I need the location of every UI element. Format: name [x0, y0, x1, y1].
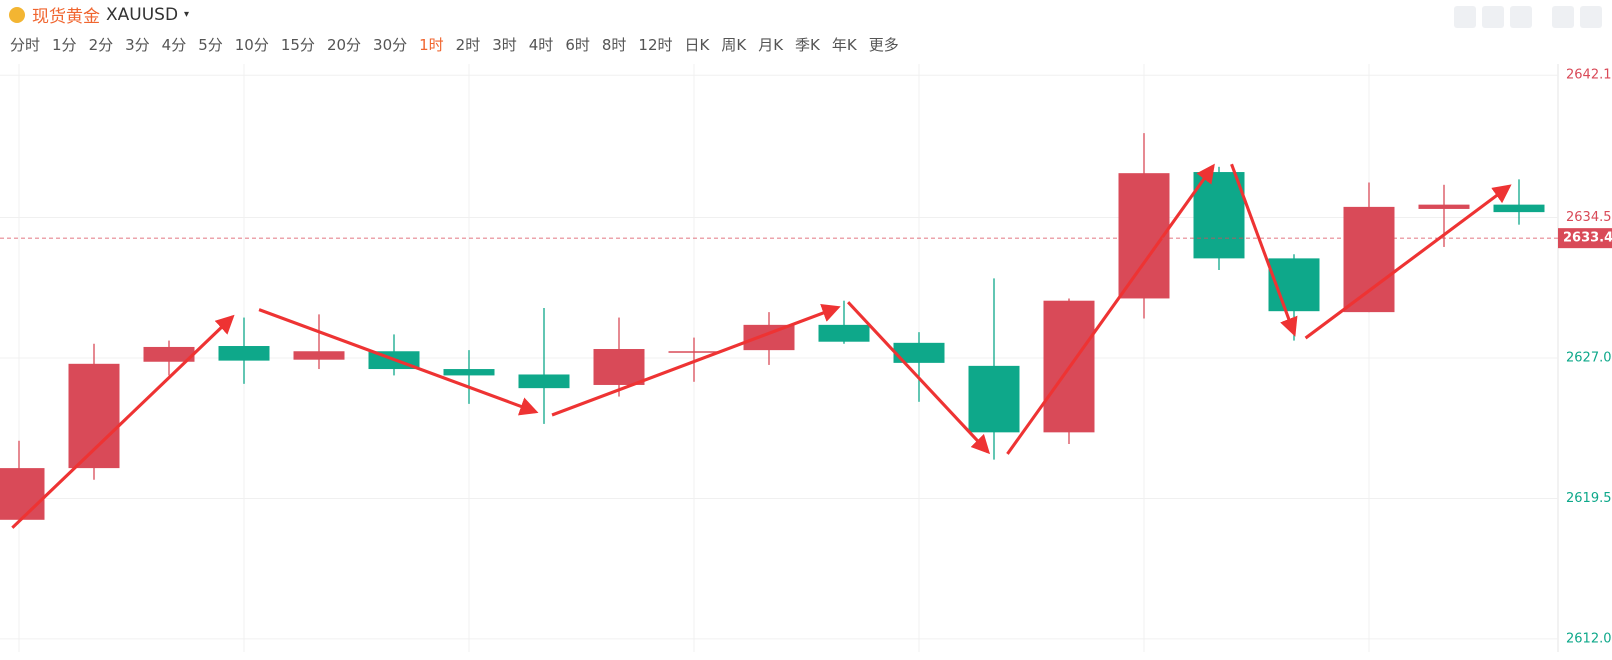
symbol[interactable]: XAUUSD — [106, 4, 179, 25]
timeframe[interactable]: 4分 — [161, 36, 187, 54]
tools — [1454, 6, 1602, 28]
timeframe[interactable]: 10分 — [234, 36, 269, 54]
header: 现货黄金 XAUUSD ▾ — [8, 2, 189, 27]
candle-body — [668, 351, 720, 353]
timeframe[interactable]: 更多 — [868, 36, 899, 54]
y-tick-label: 2612.0 — [1566, 631, 1612, 646]
timeframe[interactable]: 3分 — [125, 36, 150, 54]
candle-body — [893, 342, 945, 363]
timeframe[interactable]: 1分 — [52, 36, 77, 54]
candle-body — [218, 346, 270, 361]
title: 现货黄金 — [32, 7, 100, 27]
y-tick-label: 2619.5 — [1566, 491, 1612, 506]
candle-body — [1418, 204, 1470, 209]
timeframe[interactable]: 2时 — [455, 36, 481, 54]
candle-body — [143, 346, 195, 362]
tool[interactable] — [1580, 6, 1602, 28]
candle-body — [518, 374, 570, 389]
candle-body — [68, 363, 120, 469]
candle-body — [743, 324, 795, 351]
candle-body — [1193, 172, 1245, 259]
timeframe[interactable]: 月K — [758, 36, 784, 54]
candle-body — [443, 369, 495, 376]
tool[interactable] — [1552, 6, 1574, 28]
timeframe[interactable]: 1时 — [419, 36, 444, 54]
timeframe[interactable]: 周K — [721, 36, 747, 54]
timeframe[interactable]: 分时 — [10, 36, 41, 54]
y-tick-label: 2634.5 — [1566, 210, 1612, 225]
candle-body — [1343, 206, 1395, 313]
y-tick-label: 2642.1 — [1566, 68, 1612, 83]
timeframe[interactable]: 5分 — [198, 36, 223, 54]
timeframe-bar: 分时 1分 2分 3分 4分 5分 10分 15分 20分 30分 1时 2时 3时 4时 6时 8时 12时日… — [10, 34, 899, 55]
timeframe[interactable]: 20分 — [326, 36, 362, 54]
candle-body — [818, 324, 870, 342]
tool[interactable] — [1482, 6, 1504, 28]
y-tick-label: 2627.0 — [1566, 351, 1612, 366]
timeframe[interactable]: 30分 — [373, 36, 408, 54]
timeframe[interactable]: 年K — [831, 36, 857, 54]
timeframe[interactable]: 日K — [684, 36, 710, 54]
timeframe[interactable]: 2分 — [88, 36, 114, 54]
timeframe[interactable]: 4时 — [528, 36, 554, 54]
annotation-arrows — [11, 163, 1512, 529]
timeframe[interactable]: 15分 — [280, 36, 315, 54]
candle-body — [293, 351, 345, 360]
candle-body — [968, 365, 1020, 433]
tool[interactable] — [1510, 6, 1532, 28]
timeframe[interactable]: 3时 — [492, 36, 517, 54]
current-price-label: 2633.4 — [1563, 231, 1612, 246]
candle-body — [593, 349, 645, 385]
timeframe[interactable]: 8时 — [601, 36, 627, 54]
timeframe[interactable]: 6时 — [565, 36, 590, 54]
timeframe[interactable]: 季K — [795, 36, 820, 54]
candle-body — [0, 468, 45, 520]
current-price-box — [1558, 228, 1612, 249]
timeframe[interactable]: 12时 — [638, 36, 673, 54]
candle-body — [1118, 173, 1170, 299]
tool[interactable] — [1454, 6, 1476, 28]
candle-body — [1493, 204, 1545, 213]
coin-icon — [9, 6, 25, 23]
